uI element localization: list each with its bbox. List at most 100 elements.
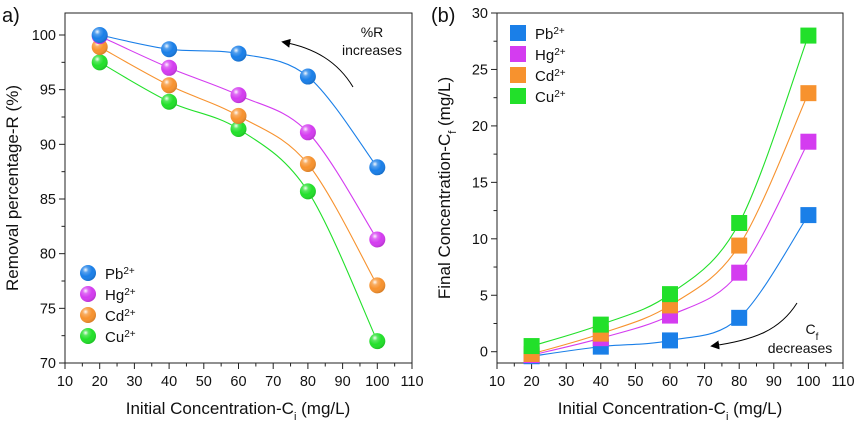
fit-curve-cd	[531, 92, 809, 355]
legend-item-cd: Cd2+	[510, 67, 566, 85]
x-tick-label: 20	[524, 374, 540, 390]
data-point-pb	[230, 45, 247, 62]
annotation-a: %R increases	[281, 24, 402, 88]
x-tick-label: 110	[831, 374, 854, 390]
data-point-cu	[662, 286, 678, 303]
y-tick-label: 80	[40, 247, 56, 263]
x-axis-a: 10 20 30 40 50 60 70 80 90 100 110	[57, 363, 424, 390]
data-point-cu	[161, 93, 178, 110]
legend-label: Cu2+	[535, 89, 566, 107]
legend-marker	[510, 46, 526, 62]
legend-item-cu: Cu2+	[80, 328, 136, 346]
legend-b: Pb2+ Hg2+ Cd2+ Cu2+	[510, 25, 566, 106]
data-point-pb	[299, 68, 316, 85]
legend-label: Cu2+	[105, 329, 136, 347]
legend-label: Hg2+	[535, 47, 566, 65]
data-point-hg	[299, 124, 316, 141]
x-tick-label: 20	[92, 374, 108, 390]
x-axis-b: 10 20 30 40 50 60 70 80 90 100 110	[489, 363, 855, 390]
x-tick-label: 100	[796, 374, 820, 390]
data-point-hg	[230, 87, 247, 104]
x-tick-label: 50	[627, 374, 643, 390]
data-point-cu	[299, 183, 316, 200]
y-axis-title-b: Final Concentration-Cf (mg/L)	[435, 77, 459, 299]
legend-marker	[510, 88, 526, 104]
x-tick-label: 90	[335, 374, 351, 390]
data-point-cd	[731, 237, 748, 254]
x-axis-title-a: Initial Concentration-Ci (mg/L)	[126, 399, 351, 423]
panel-a-label: a)	[2, 5, 20, 27]
legend-label: Hg2+	[105, 287, 136, 305]
fit-curves-a	[99, 34, 378, 342]
y-tick-label: 0	[480, 345, 488, 361]
data-points-b	[523, 27, 817, 365]
data-point-pb	[91, 27, 108, 43]
x-tick-label: 10	[57, 374, 73, 390]
data-point-cu	[592, 316, 609, 333]
data-point-cd	[91, 39, 108, 56]
legend-label: Pb2+	[105, 266, 135, 284]
x-tick-label: 60	[230, 374, 246, 390]
y-tick-label: 70	[40, 356, 56, 372]
x-tick-label: 30	[558, 374, 574, 390]
annotation-a-line1: %R	[361, 24, 384, 40]
y-tick-label: 20	[472, 119, 488, 135]
data-point-pb	[369, 159, 386, 176]
annotation-a-line2: increases	[342, 42, 402, 58]
data-point-cd	[230, 107, 247, 124]
legend-item-hg: Hg2+	[510, 46, 566, 64]
data-point-pb	[731, 309, 748, 326]
x-tick-label: 80	[731, 374, 747, 390]
x-tick-label: 10	[489, 374, 505, 390]
legend-item-cu: Cu2+	[510, 88, 566, 106]
data-point-cd	[369, 277, 386, 294]
legend-item-pb: Pb2+	[510, 25, 565, 43]
data-point-hg	[731, 264, 748, 281]
data-point-pb	[662, 332, 678, 349]
x-tick-label: 40	[593, 374, 609, 390]
fit-curve-cu	[99, 61, 378, 342]
x-tick-label: 110	[400, 374, 423, 390]
legend-marker	[510, 67, 526, 83]
legend-label: Cd2+	[535, 68, 566, 86]
x-tick-label: 70	[265, 374, 281, 390]
panel-a: a) 10 20 30 40 50 60 70 80 90 100 110 70 75 80 85 90 95…	[2, 5, 424, 423]
data-point-pb	[800, 207, 817, 224]
y-tick-label: 90	[40, 137, 56, 153]
legend-label: Cd2+	[105, 308, 136, 326]
fit-curve-cd	[99, 46, 378, 286]
y-tick-label: 100	[32, 28, 56, 44]
panel-b: (b) 10 20 30 40 50 60 70 80 90 100 110 0 5 10 15 20 25 3…	[431, 5, 855, 423]
legend-label: Pb2+	[535, 26, 565, 44]
legend-item-cd: Cd2+	[80, 307, 136, 325]
annotation-b-line2: decreases	[768, 340, 833, 356]
data-points-a	[91, 27, 386, 350]
data-point-cd	[161, 77, 178, 94]
legend-marker	[510, 25, 526, 41]
x-tick-label: 30	[126, 374, 142, 390]
data-point-hg	[161, 59, 178, 76]
y-tick-label: 15	[472, 175, 488, 191]
x-axis-title-b: Initial Concentration-Ci (mg/L)	[558, 399, 783, 423]
x-tick-label: 80	[300, 374, 316, 390]
y-axis-a: 70 75 80 85 90 95 100	[32, 28, 65, 372]
data-point-cu	[369, 333, 386, 350]
arrow-icon	[281, 38, 354, 88]
y-axis-title-a: Removal percentage-R (%)	[3, 85, 22, 291]
data-point-cu	[523, 338, 540, 355]
data-point-cu	[91, 54, 108, 71]
annotation-b-line1: Cf	[806, 321, 819, 343]
data-point-cu	[230, 121, 247, 138]
data-point-cu	[731, 215, 748, 231]
annotation-b: Cf decreases	[710, 302, 833, 356]
x-tick-label: 40	[161, 374, 177, 390]
data-point-pb	[161, 41, 178, 58]
x-tick-label: 50	[196, 374, 212, 390]
legend-item-hg: Hg2+	[80, 286, 136, 304]
x-tick-label: 70	[697, 374, 713, 390]
panel-b-label: (b)	[431, 5, 455, 27]
legend-a: Pb2+ Hg2+ Cd2+ Cu2+	[80, 265, 136, 346]
fit-curve-hg	[531, 141, 809, 356]
arrow-icon	[710, 302, 798, 350]
